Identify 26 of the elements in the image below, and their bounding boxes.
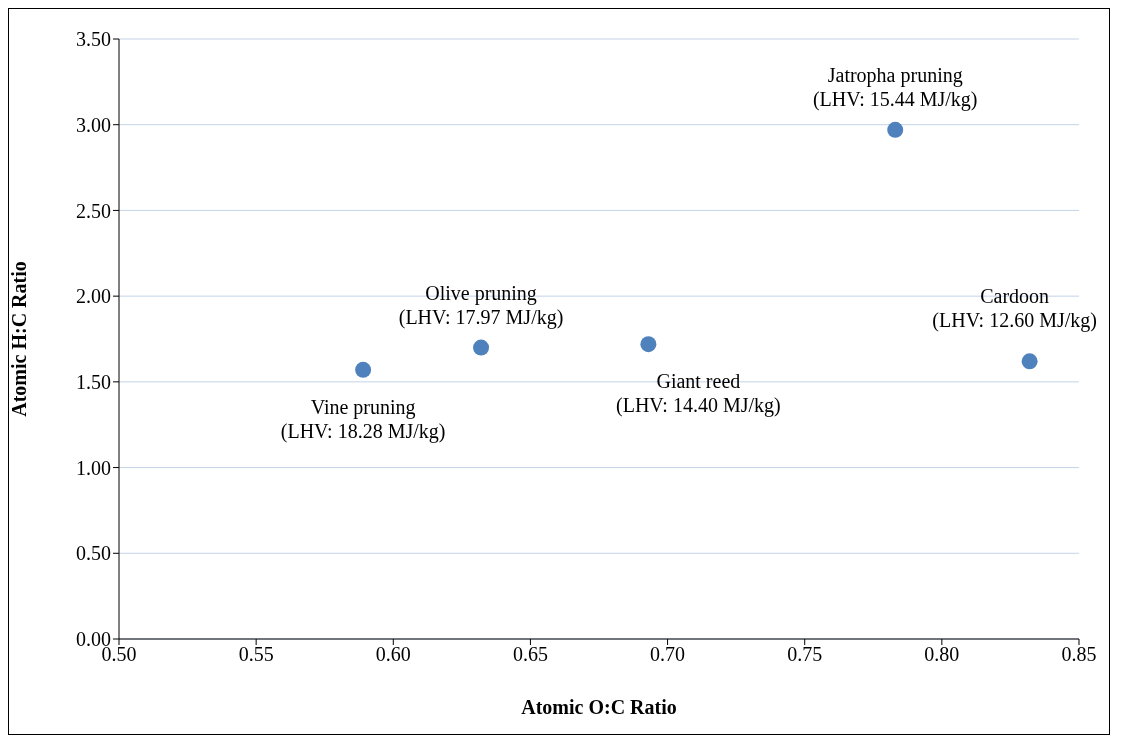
annotation: Jatropha pruning (LHV: 15.44 MJ/kg)	[812, 64, 978, 112]
point	[887, 121, 904, 138]
y-axis-title: Atomic H:C Ratio	[8, 261, 31, 417]
x-tick-label: 0.60	[375, 643, 411, 666]
x-tick-label: 0.85	[1061, 643, 1097, 666]
y-tick-label: 0.50	[76, 542, 111, 565]
annotation: Vine pruning (LHV: 18.28 MJ/kg)	[280, 396, 446, 444]
x-tick-label: 0.55	[238, 643, 274, 666]
x-tick-label: 0.75	[787, 643, 823, 666]
x-tick-label: 0.65	[512, 643, 548, 666]
x-tick-label: 0.80	[924, 643, 960, 666]
y-tick-label: 1.00	[76, 456, 111, 479]
x-tick-label: 0.70	[650, 643, 686, 666]
point	[1021, 353, 1038, 370]
y-tick-label: 2.00	[76, 285, 111, 308]
annotation: Olive pruning (LHV: 17.97 MJ/kg)	[398, 281, 564, 329]
y-tick-label: 2.50	[76, 199, 111, 222]
point	[473, 339, 490, 356]
point	[640, 336, 657, 353]
point	[355, 361, 372, 378]
x-axis-title: Atomic O:C Ratio	[521, 696, 677, 718]
annotation: Giant reed (LHV: 14.40 MJ/kg)	[616, 370, 781, 418]
y-tick-label: 1.50	[76, 370, 111, 393]
annotation: Cardoon (LHV: 12.60 MJ/kg)	[932, 285, 1097, 333]
y-tick-label: 3.50	[76, 28, 111, 51]
y-tick-label: 3.00	[76, 113, 111, 136]
